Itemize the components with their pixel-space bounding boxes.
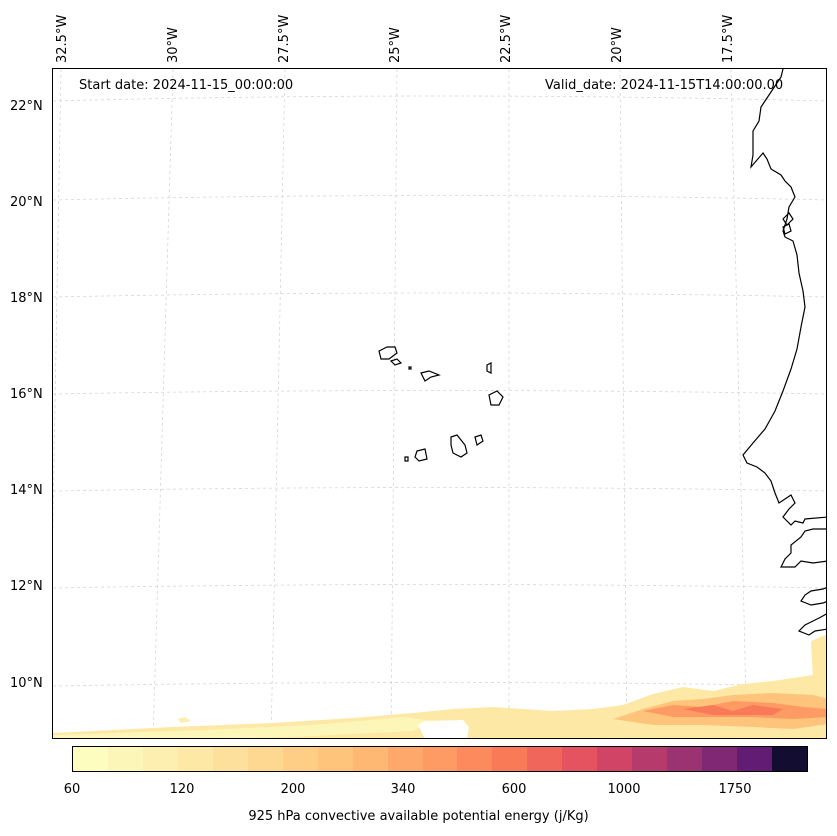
island-maio (474, 434, 484, 446)
colorbar-tick-label: 1750 (718, 782, 752, 797)
colorbar-swatch (597, 747, 633, 771)
lon-label: 17.5°W (721, 14, 736, 63)
lon-gridline (270, 69, 286, 738)
island-santa-luzia (408, 366, 412, 370)
colorbar-tick-label: 340 (390, 782, 416, 797)
colorbar-swatch (562, 747, 598, 771)
africa-coastline (742, 69, 826, 636)
colorbar-tick-label: 120 (169, 782, 195, 797)
lat-gridline (53, 487, 826, 492)
colorbar-swatch (702, 747, 738, 771)
colorbar-swatch (282, 747, 318, 771)
colorbar-swatch (492, 747, 528, 771)
colorbar-label: 925 hPa convective available potential e… (248, 809, 589, 824)
cape-field (53, 634, 826, 738)
cape-region-peak (683, 705, 783, 715)
cape-strip-small (178, 717, 191, 723)
lon-label: 27.5°W (277, 14, 292, 63)
coastlines (742, 69, 826, 636)
lon-gridline (53, 69, 62, 539)
island-santiago (450, 434, 468, 458)
island-fogo (414, 448, 428, 462)
start-date-label: Start date: 2024-11-15_00:00:00 (79, 78, 294, 93)
lat-gridline (53, 390, 826, 395)
colorbar-swatch (142, 747, 178, 771)
cape-region-pale (53, 717, 433, 738)
colorbar-swatch (632, 747, 668, 771)
lat-label: 20°N (10, 195, 43, 210)
island-santo-antao (378, 346, 398, 360)
colorbar-swatch (667, 747, 703, 771)
colorbar-swatch (73, 747, 108, 771)
lat-label: 22°N (10, 99, 43, 114)
colorbar-swatch (422, 747, 458, 771)
colorbar-tick-label: 60 (63, 782, 81, 797)
colorbar-tick-label: 200 (280, 782, 306, 797)
valid-date-label: Valid_date: 2024-11-15T14:00:00.00 (545, 78, 784, 93)
cape-gap-white (418, 720, 469, 738)
colorbar-swatch (177, 747, 213, 771)
colorbar-swatch (107, 747, 143, 771)
lat-gridline (53, 95, 826, 102)
colorbar-swatch (527, 747, 563, 771)
map-canvas (53, 69, 826, 738)
colorbar-swatch (317, 747, 353, 771)
island-sal (486, 362, 492, 374)
lon-label: 22.5°W (499, 14, 514, 63)
colorbar (72, 746, 808, 772)
lon-gridline (619, 69, 628, 738)
colorbar-swatch (737, 747, 773, 771)
island-sao-nicolau (420, 370, 441, 382)
lon-gridline (390, 69, 398, 738)
colorbar-swatch (457, 747, 493, 771)
lon-gridline (730, 69, 748, 738)
cap-blanc (782, 223, 792, 235)
lat-label: 18°N (10, 291, 43, 306)
lon-label: 25°W (388, 27, 403, 63)
island-sao-vicente (389, 358, 403, 366)
lon-label: 30°W (166, 27, 181, 63)
island-brava (404, 456, 409, 462)
colorbar-tick-label: 600 (501, 782, 527, 797)
sahara-coast-inlet (782, 212, 794, 226)
map-panel[interactable] (52, 68, 827, 739)
colorbar-swatch (247, 747, 283, 771)
lat-gridline (53, 195, 826, 201)
lon-label: 32.5°W (55, 14, 70, 63)
lat-gridline (53, 682, 826, 687)
colorbar-tick-label: 1000 (607, 782, 641, 797)
lon-gridline (152, 69, 174, 738)
lon-label: 20°W (610, 27, 625, 63)
colorbar-swatch (352, 747, 388, 771)
lat-label: 14°N (10, 483, 43, 498)
cape-verde-islands (378, 346, 504, 462)
gridlines (53, 69, 826, 738)
lat-label: 10°N (10, 676, 43, 691)
cape-region-high (643, 701, 826, 719)
island-boa-vista (488, 390, 504, 406)
colorbar-swatch (772, 747, 808, 771)
lat-gridline (53, 292, 826, 298)
colorbar-swatch (212, 747, 248, 771)
lat-label: 16°N (10, 387, 43, 402)
lat-label: 12°N (10, 579, 43, 594)
lat-gridline (53, 584, 826, 589)
colorbar-swatch (387, 747, 423, 771)
cape-coast-strip (811, 634, 826, 681)
